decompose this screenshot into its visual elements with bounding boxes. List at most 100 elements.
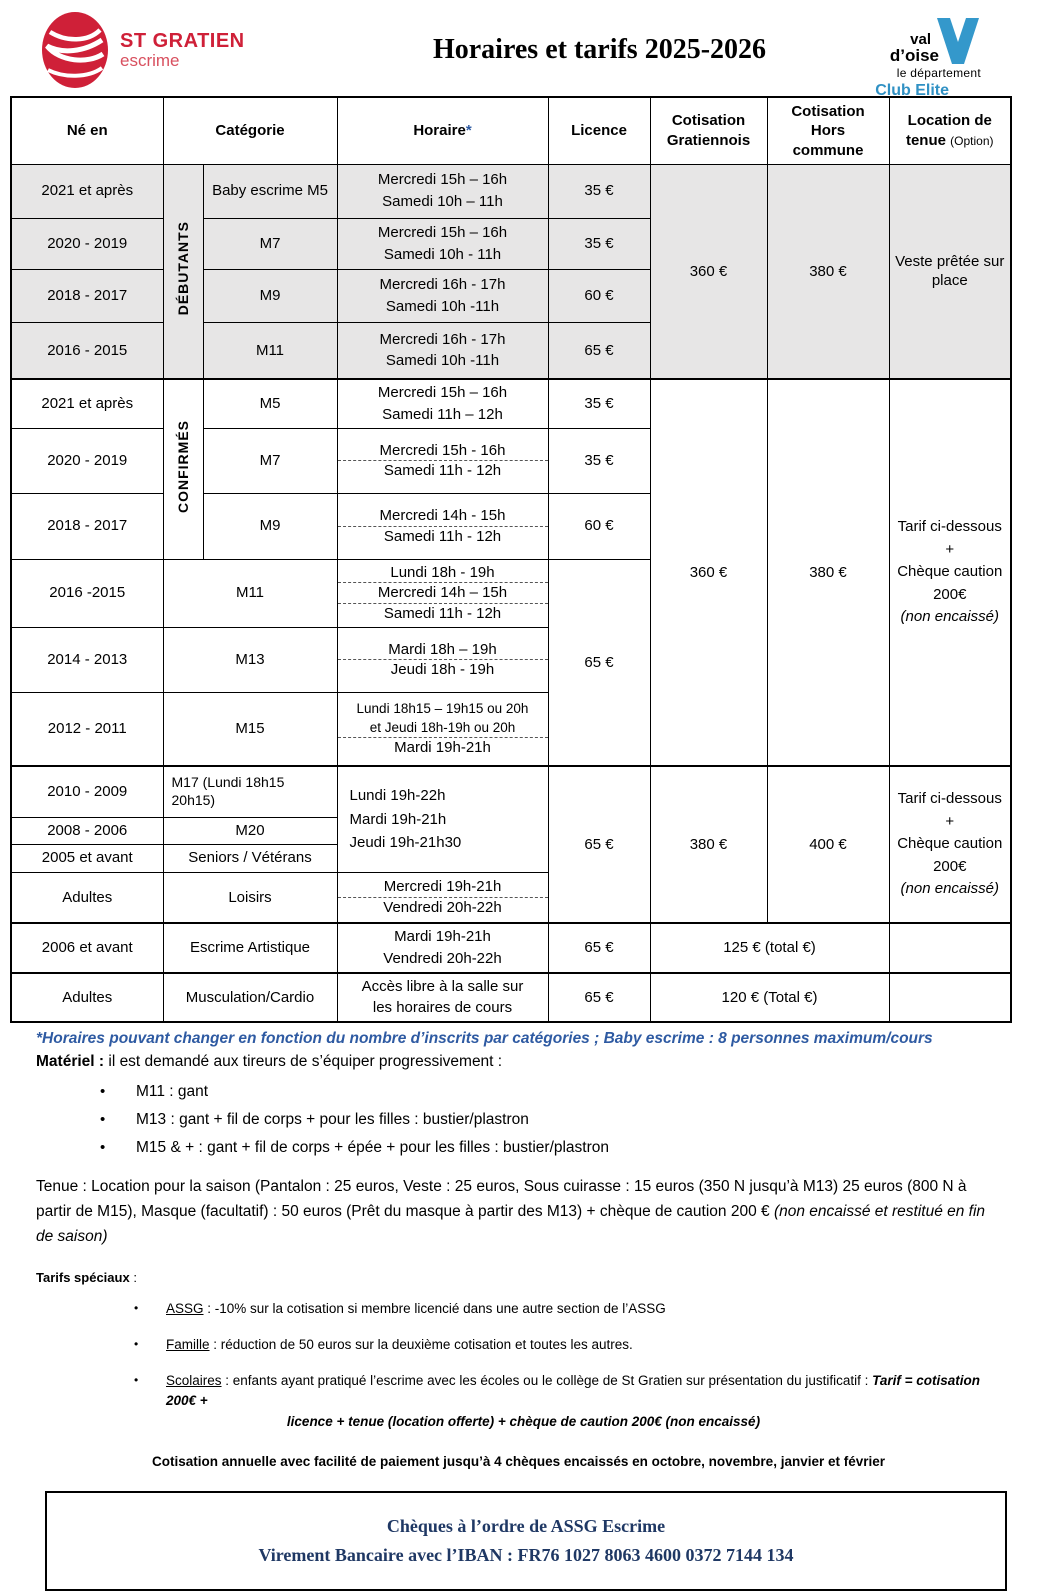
horaire-asterisk: * — [465, 122, 472, 139]
table-row: 2020 - 2019 M7 Mercredi 15h – 16h Samedi … — [10, 217, 1011, 270]
tarif-line: + — [945, 540, 955, 558]
schedule-line: Vendredi 20h-22h — [338, 896, 547, 918]
cotisation-total-cell: 120 € (Total €) — [649, 971, 890, 1023]
list-item: Famille : réduction de 50 euros sur la d… — [134, 1335, 1001, 1355]
col-header-categorie: Catégorie — [162, 96, 338, 165]
list-item: Scolaires : enfants ayant pratiqué l’esc… — [134, 1371, 1001, 1432]
famille-label: Famille — [166, 1336, 210, 1352]
table-row: 2006 et avant Escrime Artistique Mardi 1… — [10, 922, 1012, 973]
table-row: 2021 et après DÉBUTANTS Baby escrime M5 … — [10, 163, 1012, 380]
page-title: Horaires et tarifs 2025-2026 — [432, 34, 767, 65]
category-cell: M5 — [202, 378, 338, 429]
list-item: ASSG : -10% sur la cotisation si membre … — [134, 1299, 1001, 1319]
licence-cell: 65 € — [547, 765, 651, 924]
list-item: M11 : gant — [100, 1083, 1001, 1101]
notes-section: *Horaires pouvant changer en fonction du… — [36, 1029, 1001, 1469]
cotisation-hors-commune-cell: 400 € — [766, 765, 890, 924]
schedule-line: et Jeudi 18h-19h ou 20h — [369, 719, 516, 735]
col-header-location-tenue: Location de tenue (Option) — [888, 96, 1012, 165]
tarif-line-italic: (non encaissé) — [900, 608, 999, 626]
schedule-cell: Mercredi 16h - 17h Samedi 10h -11h — [336, 268, 549, 323]
tarif-caution-block: Tarif ci-dessous + Chèque caution 200€ (… — [894, 788, 1007, 901]
schedule-cell: Mardi 18h – 19h Jeudi 18h - 19h — [336, 626, 549, 693]
page-header: ST GRATIEN escrime Horaires et tarifs 20… — [0, 0, 1037, 99]
category-cell: M7 — [202, 217, 338, 270]
birth-year-cell: 2021 et après — [10, 378, 164, 429]
materiel-line: Matériel : il est demandé aux tireurs de… — [36, 1053, 1001, 1071]
category-cell: M20 — [162, 816, 338, 845]
category-cell: M17 (Lundi 18h15 20h15) — [162, 765, 338, 818]
group-debutants-cell: DÉBUTANTS — [162, 163, 204, 380]
materiel-list: M11 : gant M13 : gant + fil de corps + p… — [36, 1083, 1001, 1157]
birth-year-cell: 2020 - 2019 — [10, 217, 164, 270]
scolaires-text: : enfants ayant pratiqué l’escrime avec … — [221, 1373, 873, 1389]
tarif-line: + — [945, 812, 955, 830]
schedule-line: les horaires de cours — [372, 999, 513, 1017]
schedule-line: Samedi 10h - 11h — [383, 245, 502, 263]
dept-val-text: val — [910, 31, 931, 48]
schedule-line: Jeudi 19h-21h30 — [349, 833, 462, 851]
cotisation-total-cell: 125 € (total €) — [649, 922, 890, 973]
tarif-line: Chèque caution — [897, 563, 1003, 581]
club-logo: ST GRATIEN escrime — [40, 10, 340, 90]
location-tenue-cell: Veste prêtée sur place — [888, 163, 1012, 380]
scolaires-tarif-bold: Tarif = cotisation 200€ + — [166, 1373, 981, 1409]
birth-year-cell: 2014 - 2013 — [10, 626, 164, 693]
pricing-table: Né en Catégorie Horaire* Licence Cotisat… — [10, 96, 1012, 1023]
table-row: Adultes Musculation/Cardio Accès libre à… — [10, 971, 1012, 1023]
licence-cell: 65 € — [547, 321, 651, 380]
schedule-cell: Mercredi 19h-21h Vendredi 20h-22h — [336, 871, 549, 924]
tarif-line: 200€ — [933, 585, 967, 603]
club-subname: escrime — [120, 50, 180, 70]
table-row: 2012 - 2011 M15 Lundi 18h15 – 19h15 ou 2… — [10, 691, 1011, 767]
birth-year-cell: 2018 - 2017 — [10, 492, 164, 560]
cotisation-hors-commune-cell: 380 € — [766, 378, 890, 767]
col-header-cotisation-hors-commune: Cotisation Hors commune — [766, 96, 890, 165]
category-cell: M15 — [162, 691, 338, 767]
schedule-line: Vendredi 20h-22h — [383, 949, 502, 967]
table-row: 2005 et avant Seniors / Vétérans — [10, 843, 1011, 873]
birth-year-cell: 2016 - 2015 — [10, 321, 164, 380]
location-option-label: (Option) — [950, 133, 994, 148]
category-cell: Musculation/Cardio — [162, 971, 338, 1023]
schedule-cell: Mercredi 15h – 16h Samedi 10h – 11h — [336, 163, 549, 219]
tarif-line-italic: (non encaissé) — [900, 880, 999, 898]
schedule-line: Samedi 10h – 11h — [382, 193, 503, 210]
birth-year-cell: Adultes — [10, 871, 164, 924]
tenue-paragraph: Tenue : Location pour la saison (Pantalo… — [36, 1175, 1001, 1249]
birth-year-cell: 2016 -2015 — [10, 558, 164, 628]
category-cell: Loisirs — [162, 871, 338, 924]
licence-cell: 35 € — [547, 427, 651, 494]
document-page: ST GRATIEN escrime Horaires et tarifs 20… — [0, 0, 1037, 1536]
table-header-row: Né en Catégorie Horaire* Licence Cotisat… — [10, 96, 1012, 165]
group-debutants-label: DÉBUTANTS — [174, 221, 191, 316]
horaire-label: Horaire — [413, 122, 466, 139]
table-row: 2021 et après CONFIRMÉS M5 Mercredi 15h … — [10, 378, 1012, 767]
schedule-line: Accès libre à la salle sur — [361, 977, 524, 995]
schedule-line: Mardi 18h – 19h — [388, 640, 497, 658]
cotisation-payment-note: Cotisation annuelle avec facilité de pai… — [151, 1453, 886, 1469]
schedule-line: Lundi 18h - 19h — [390, 563, 495, 581]
payment-line-cheques: Chèques à l’ordre de ASSG Escrime — [386, 1515, 666, 1536]
col-header-ne: Né en — [10, 96, 164, 165]
category-cell: M11 — [202, 321, 338, 380]
tarif-line: Tarif ci-dessous — [897, 790, 1002, 808]
dept-doise-text: d’oise — [889, 46, 939, 65]
col-header-licence: Licence — [547, 96, 651, 165]
cotisation-gratiennois-cell: 380 € — [649, 765, 768, 924]
schedule-line: Mercredi 15h - 16h — [379, 441, 506, 459]
category-cell: Seniors / Vétérans — [162, 843, 338, 873]
schedule-line: Mercredi 16h - 17h — [379, 275, 506, 293]
tarifs-speciaux-heading: Tarifs spéciaux : — [36, 1270, 1001, 1285]
club-logo-icon — [42, 12, 108, 88]
col-header-cotisation-gratiennois: Cotisation Gratiennois — [649, 96, 768, 165]
schedule-line: Mardi 19h-21h — [394, 928, 491, 945]
location-tenue-cell-empty — [888, 971, 1012, 1023]
category-cell: M7 — [202, 427, 338, 494]
schedule-line: Samedi 11h - 12h — [338, 602, 547, 624]
location-tenue-label: Location de tenue — [905, 112, 992, 149]
schedule-line: Mardi 19h-21h — [349, 810, 447, 828]
table-row: 2016 -2015 M11 Lundi 18h - 19h Mercredi 1… — [10, 558, 1011, 767]
schedule-cell: Mercredi 15h – 16h Samedi 11h – 12h — [336, 378, 549, 429]
schedule-multiline: Lundi 18h15 – 19h15 ou 20h et Jeudi 18h-1… — [338, 700, 547, 736]
